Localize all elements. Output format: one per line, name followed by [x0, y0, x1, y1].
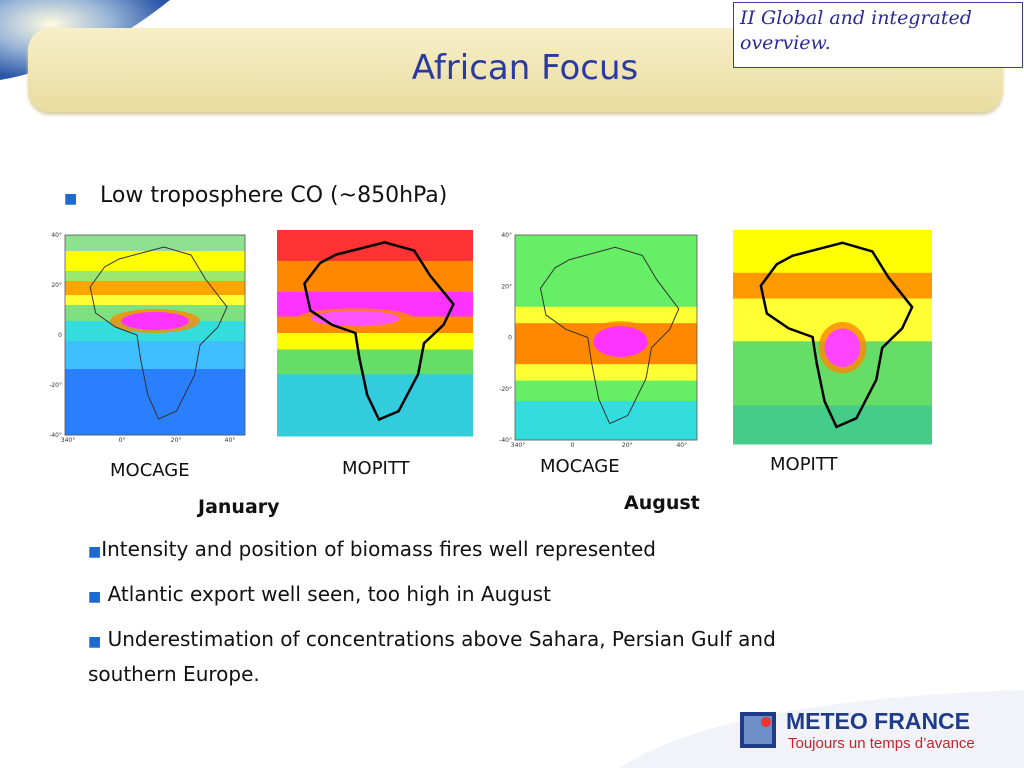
map-field — [65, 369, 245, 436]
map-field — [65, 235, 245, 252]
map-x-label: 40° — [676, 442, 687, 449]
africa-outline — [304, 242, 453, 419]
map-frame — [514, 234, 698, 441]
map-y-label: -20° — [49, 382, 62, 389]
map-y-label: -40° — [499, 437, 512, 444]
section-box: II Global and integrated overview. — [733, 2, 1023, 68]
map-field — [277, 349, 473, 375]
map-y-label: -20° — [499, 386, 512, 393]
logo-name: METEO FRANCE — [786, 708, 970, 734]
map — [733, 230, 932, 445]
map-field — [733, 405, 932, 445]
map-x-label: 340° — [511, 442, 525, 449]
map-frame — [64, 234, 246, 436]
point: ■ Atlantic export well seen, too high in… — [88, 582, 551, 606]
map-field — [515, 235, 697, 308]
map-y-label: 20° — [501, 283, 512, 290]
point: ■Intensity and position of biomass fires… — [88, 537, 656, 561]
map-field — [733, 230, 932, 274]
title: African Focus — [411, 48, 639, 88]
map-field — [65, 341, 245, 370]
map-y-label: 0 — [58, 332, 62, 339]
point-text: Intensity and position of biomass fires … — [101, 537, 656, 561]
map-x-label: 0° — [119, 437, 126, 444]
map-label: MOPITT — [770, 454, 838, 475]
map-hotspot — [311, 310, 400, 327]
subtitle: Low troposphere CO (~850hPa) — [100, 183, 448, 208]
map-field — [65, 251, 245, 272]
map-field — [65, 295, 245, 306]
map-y-label: 20° — [51, 282, 62, 289]
map: 40° 20° 0 -20° -40°340° 0° 20° 40° — [49, 232, 246, 444]
map-field — [65, 281, 245, 296]
map: 40° 20° 0 -20° -40°340° 0 20° 40° — [499, 232, 698, 449]
map-x-label: 20° — [171, 437, 182, 444]
map-label: MOCAGE — [110, 460, 190, 481]
map-field — [277, 374, 473, 437]
map-field — [515, 306, 697, 324]
map-y-label: 40° — [51, 232, 62, 239]
map-field — [65, 271, 245, 282]
map-y-label: 0 — [508, 335, 512, 342]
logo-icon — [740, 712, 776, 748]
map-hotspot — [824, 328, 861, 367]
map-x-label: 20° — [622, 442, 633, 449]
map-label: MOCAGE — [540, 456, 620, 477]
map-x-label: 0 — [571, 442, 575, 449]
map-y-label: -40° — [49, 432, 62, 439]
map-label: MOPITT — [342, 458, 410, 479]
bullet: ■ — [64, 191, 78, 207]
africa-outline — [540, 247, 678, 423]
footer-swoosh — [620, 690, 1024, 768]
point: ■ Underestimation of concentrations abov… — [88, 627, 776, 686]
map-hotspot — [121, 312, 189, 330]
map — [277, 230, 473, 437]
map-hotspot — [593, 326, 648, 357]
africa-outline — [90, 247, 227, 419]
map-field — [277, 333, 473, 350]
point-text: Atlantic export well seen, too high in A… — [107, 582, 551, 606]
map-x-label: 340° — [61, 437, 75, 444]
maps: 40°20°0-20°-40°340° 0° 20° 40°40°20°0-20°-4… — [49, 230, 932, 449]
map-y-label: 40° — [501, 232, 512, 239]
point-text: Underestimation of concentrations above … — [88, 627, 776, 686]
map-field — [515, 380, 697, 402]
map-x-label: 40° — [225, 437, 236, 444]
month: August — [624, 492, 700, 514]
month: January — [198, 496, 280, 518]
logo-slogan: Toujours un temps d’avance — [788, 735, 975, 752]
africa-outline — [761, 243, 912, 427]
map-field — [515, 401, 697, 441]
map-field — [515, 364, 697, 382]
